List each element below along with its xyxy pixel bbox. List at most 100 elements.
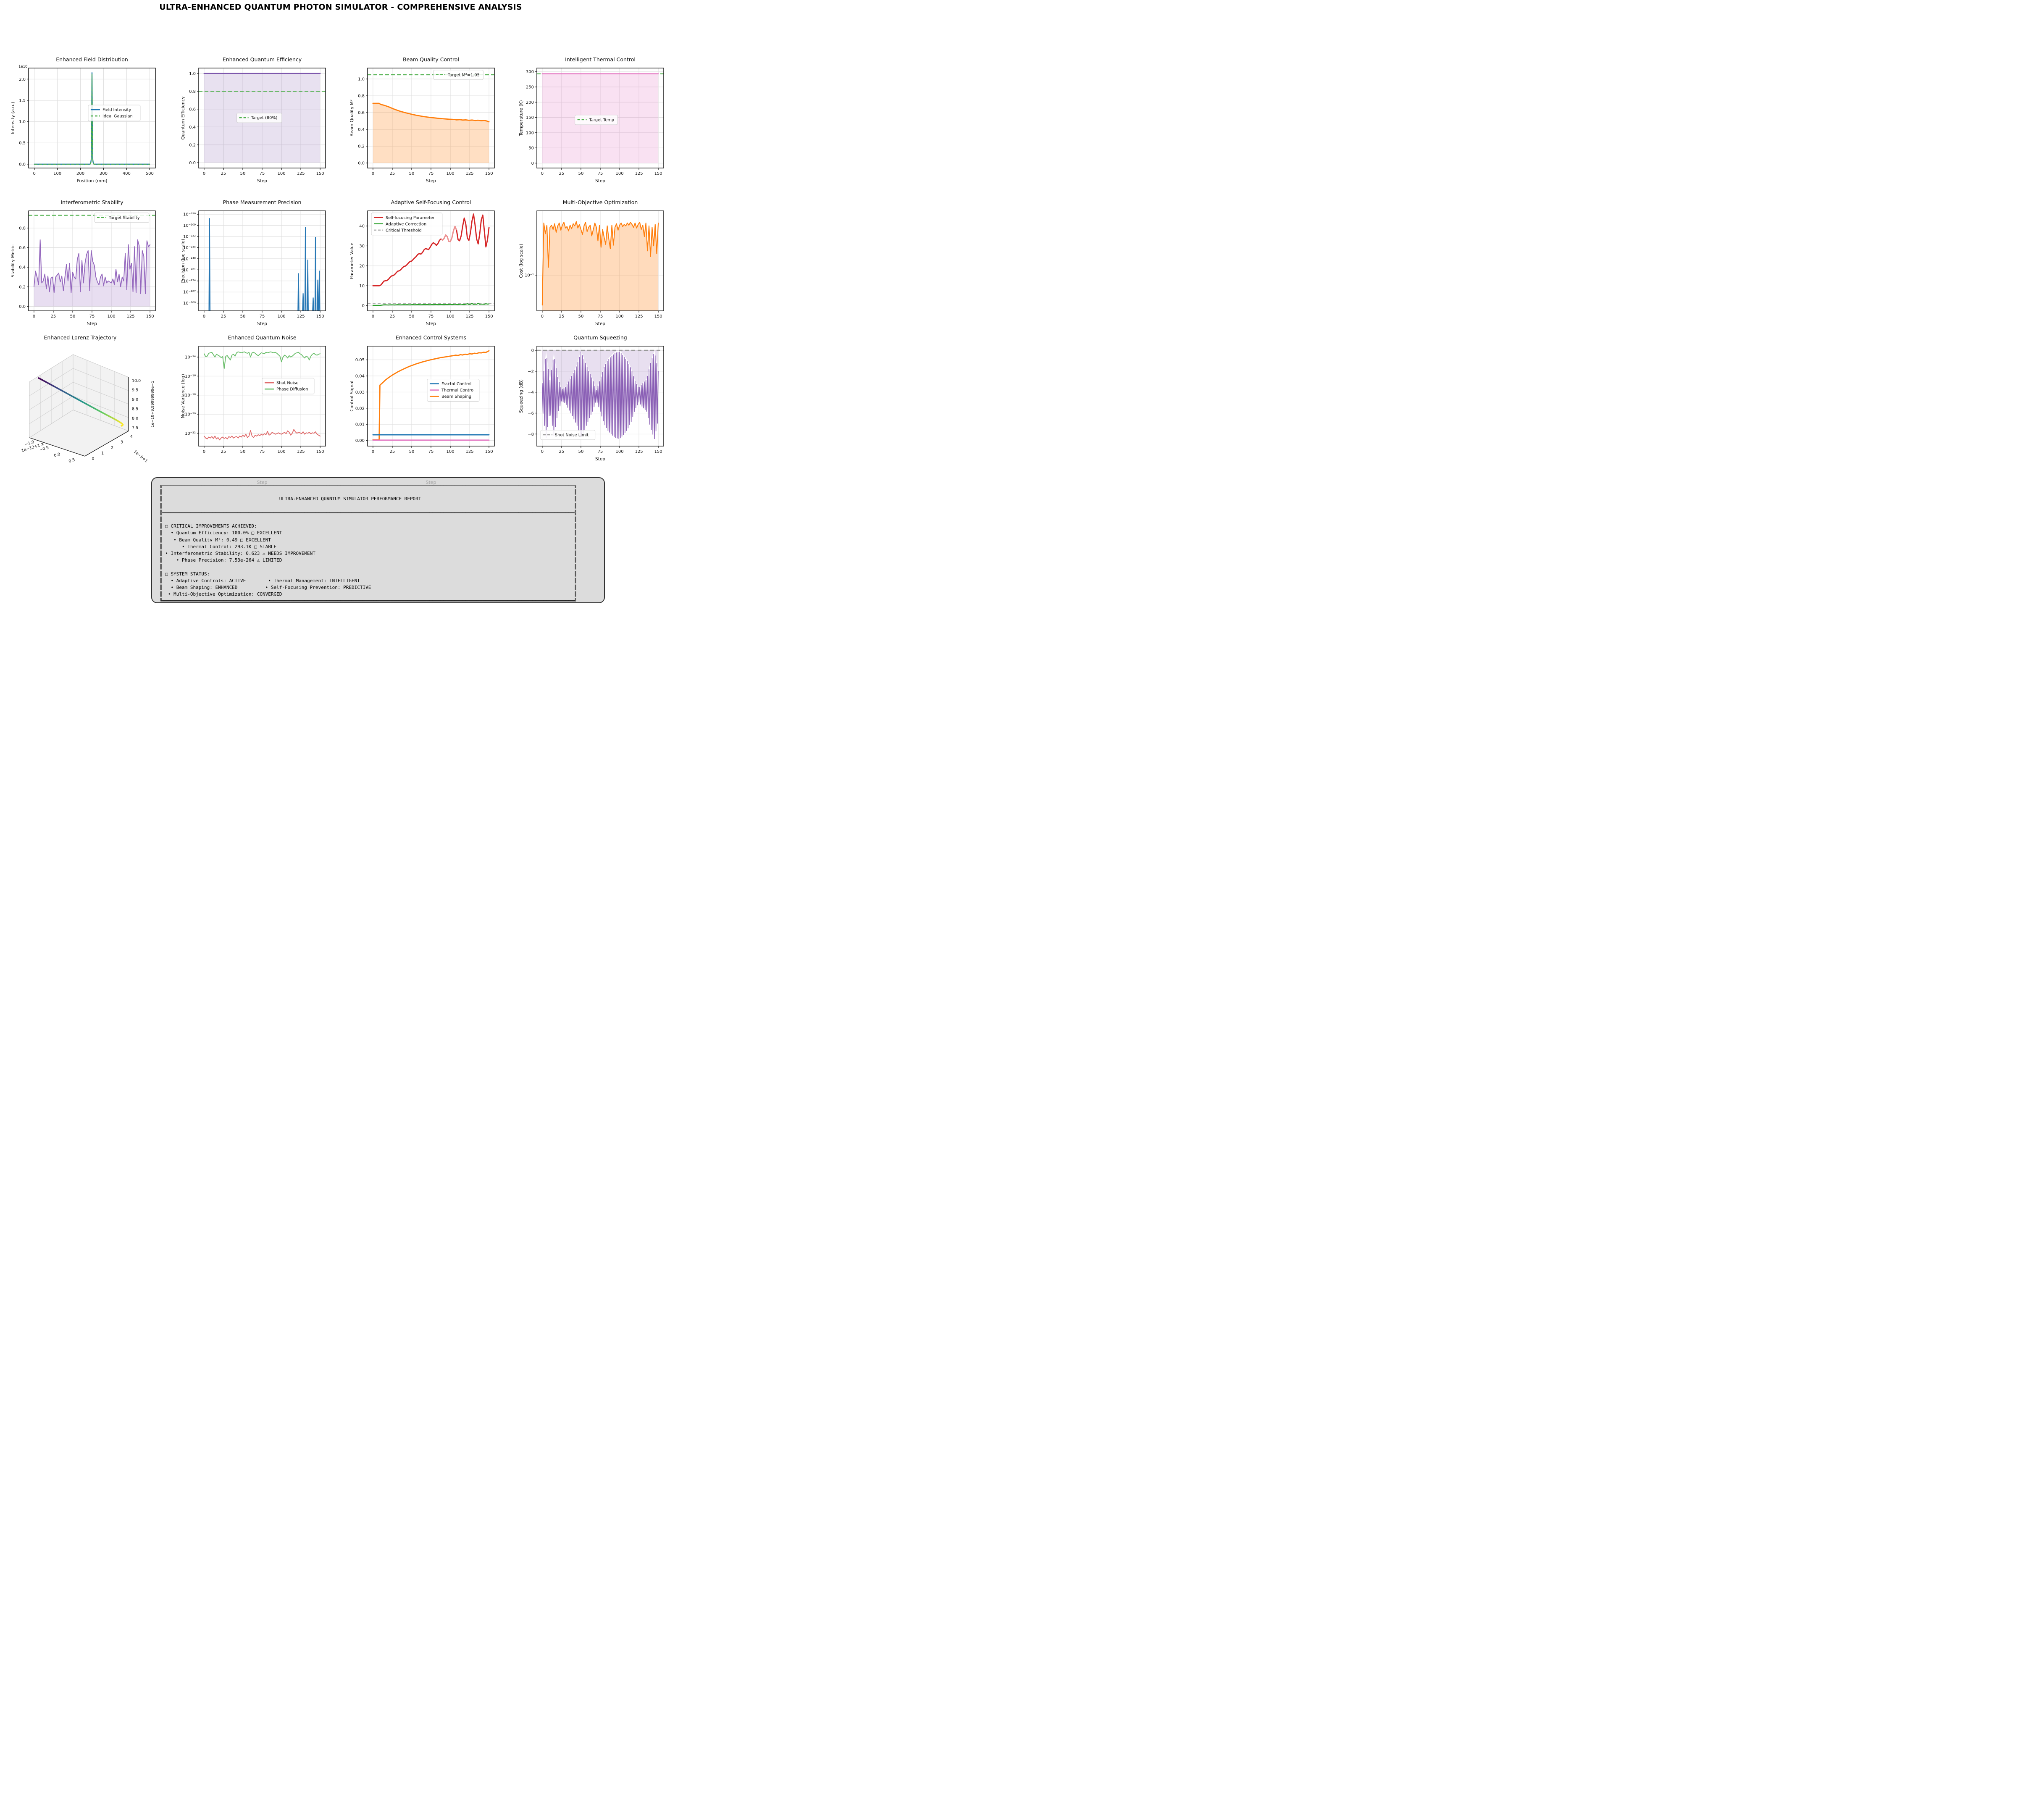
svg-text:Step: Step xyxy=(426,179,436,184)
svg-text:300: 300 xyxy=(100,171,108,176)
svg-text:10.0: 10.0 xyxy=(132,378,141,383)
svg-text:100: 100 xyxy=(446,171,454,176)
svg-text:0: 0 xyxy=(531,348,534,353)
svg-text:10⁻¹: 10⁻¹ xyxy=(525,273,534,278)
chart-title-field-distribution: Enhanced Field Distribution xyxy=(56,56,128,63)
svg-text:0: 0 xyxy=(372,449,374,454)
svg-text:25: 25 xyxy=(221,449,226,454)
svg-text:0.5: 0.5 xyxy=(19,141,26,146)
svg-text:150: 150 xyxy=(485,449,493,454)
svg-text:0.01: 0.01 xyxy=(355,423,365,427)
svg-text:25: 25 xyxy=(221,314,226,319)
svg-text:75: 75 xyxy=(428,314,434,319)
svg-text:40: 40 xyxy=(359,224,365,229)
svg-text:25: 25 xyxy=(559,449,565,454)
svg-text:10⁻²⁶¹: 10⁻²⁶¹ xyxy=(183,268,196,273)
svg-text:20: 20 xyxy=(359,264,365,268)
svg-text:0: 0 xyxy=(541,449,544,454)
svg-text:100: 100 xyxy=(53,171,61,176)
svg-text:0.2: 0.2 xyxy=(19,285,26,289)
svg-text:4: 4 xyxy=(130,434,133,439)
svg-text:10⁻²²: 10⁻²² xyxy=(185,431,196,436)
svg-text:10⁻¹⁴: 10⁻¹⁴ xyxy=(185,355,196,360)
svg-text:125: 125 xyxy=(635,314,643,319)
svg-text:150: 150 xyxy=(316,171,324,176)
svg-text:1e10: 1e10 xyxy=(18,65,27,69)
svg-text:25: 25 xyxy=(51,314,56,319)
svg-text:25: 25 xyxy=(559,314,565,319)
svg-text:75: 75 xyxy=(428,449,434,454)
svg-text:2: 2 xyxy=(111,446,113,450)
svg-text:0.0: 0.0 xyxy=(19,305,26,309)
svg-text:0.04: 0.04 xyxy=(355,374,365,379)
svg-text:9.5: 9.5 xyxy=(132,388,138,393)
svg-text:125: 125 xyxy=(127,314,135,319)
svg-text:Shot Noise: Shot Noise xyxy=(276,381,299,386)
svg-text:200: 200 xyxy=(526,100,534,105)
svg-text:8.0: 8.0 xyxy=(132,416,138,421)
svg-text:Parameter Value: Parameter Value xyxy=(349,243,355,279)
svg-text:10⁻³⁰⁰: 10⁻³⁰⁰ xyxy=(183,301,196,306)
svg-text:−2: −2 xyxy=(528,369,534,374)
svg-text:7.5: 7.5 xyxy=(132,426,138,430)
svg-text:Phase Diffusion: Phase Diffusion xyxy=(276,387,308,392)
svg-text:25: 25 xyxy=(390,449,395,454)
chart-quantum-noise: 0 25 50 75 100 125 150 10⁻¹⁴ 10⁻¹⁶ 10⁻¹⁸ 10⁻²⁰ 10⁻²… xyxy=(181,346,326,454)
svg-text:0: 0 xyxy=(362,304,365,308)
svg-text:1.0: 1.0 xyxy=(189,71,196,76)
svg-text:0.8: 0.8 xyxy=(358,94,365,99)
svg-text:250: 250 xyxy=(526,85,534,89)
svg-text:10⁻²⁸⁷: 10⁻²⁸⁷ xyxy=(183,290,196,295)
svg-text:10⁻²⁰: 10⁻²⁰ xyxy=(185,412,196,417)
svg-text:Quantum Efficiency: Quantum Efficiency xyxy=(181,97,186,140)
svg-text:Position (mm): Position (mm) xyxy=(77,179,108,184)
svg-text:Field Intensity: Field Intensity xyxy=(102,108,131,113)
chart-title-self-focusing: Adaptive Self-Focusing Control xyxy=(391,199,471,205)
svg-text:0: 0 xyxy=(372,171,374,176)
svg-text:0: 0 xyxy=(372,314,374,319)
svg-text:0.0: 0.0 xyxy=(19,162,26,167)
svg-text:0: 0 xyxy=(531,161,534,166)
svg-text:30: 30 xyxy=(359,244,365,249)
svg-text:−4: −4 xyxy=(528,390,534,395)
chart-title-control-systems: Enhanced Control Systems xyxy=(395,334,467,341)
svg-text:75: 75 xyxy=(598,171,603,176)
chart-beam-quality: 0 25 50 75 100 125 150 0.0 0.2 0.4 0.6 0.8 1.0 Beam Q… xyxy=(349,68,495,184)
xlabel-control-systems-step: Step xyxy=(426,480,436,485)
svg-text:150: 150 xyxy=(485,171,493,176)
svg-text:1.0: 1.0 xyxy=(358,77,365,82)
svg-text:Fractal Control: Fractal Control xyxy=(441,382,471,386)
svg-text:150: 150 xyxy=(526,116,534,120)
svg-text:10⁻²²²: 10⁻²²² xyxy=(183,235,196,239)
svg-text:100: 100 xyxy=(615,449,623,454)
svg-text:0: 0 xyxy=(541,171,544,176)
svg-text:0.4: 0.4 xyxy=(189,125,196,130)
svg-text:125: 125 xyxy=(297,171,305,176)
svg-text:0: 0 xyxy=(33,171,36,176)
svg-text:0: 0 xyxy=(203,171,205,176)
svg-text:0: 0 xyxy=(203,449,205,454)
svg-text:0.02: 0.02 xyxy=(355,406,365,411)
svg-text:0.5: 0.5 xyxy=(68,457,76,464)
svg-text:25: 25 xyxy=(221,171,226,176)
svg-text:1.0: 1.0 xyxy=(19,120,26,124)
svg-text:Intensity (a.u.): Intensity (a.u.) xyxy=(11,102,16,134)
chart-title-quantum-squeezing: Quantum Squeezing xyxy=(573,334,627,341)
svg-text:50: 50 xyxy=(578,171,584,176)
svg-text:Beam Quality M²: Beam Quality M² xyxy=(349,100,355,137)
chart-title-multi-objective: Multi-Objective Optimization xyxy=(562,199,638,205)
performance-report-box: ╔═══════════════════════════════════════… xyxy=(151,477,605,603)
svg-text:Squeezing (dB): Squeezing (dB) xyxy=(519,379,524,413)
svg-text:100: 100 xyxy=(615,171,623,176)
svg-text:25: 25 xyxy=(390,314,395,319)
svg-text:100: 100 xyxy=(107,314,115,319)
svg-text:100: 100 xyxy=(277,171,285,176)
svg-text:10⁻²⁷⁴: 10⁻²⁷⁴ xyxy=(183,279,196,284)
svg-text:100: 100 xyxy=(277,314,285,319)
svg-text:Noise Variance (log): Noise Variance (log) xyxy=(181,374,186,418)
svg-text:125: 125 xyxy=(466,449,474,454)
svg-text:75: 75 xyxy=(260,449,265,454)
svg-text:0.2: 0.2 xyxy=(189,143,196,147)
svg-text:Adaptive Correction: Adaptive Correction xyxy=(386,222,426,226)
chart-title-thermal-control: Intelligent Thermal Control xyxy=(565,56,636,63)
